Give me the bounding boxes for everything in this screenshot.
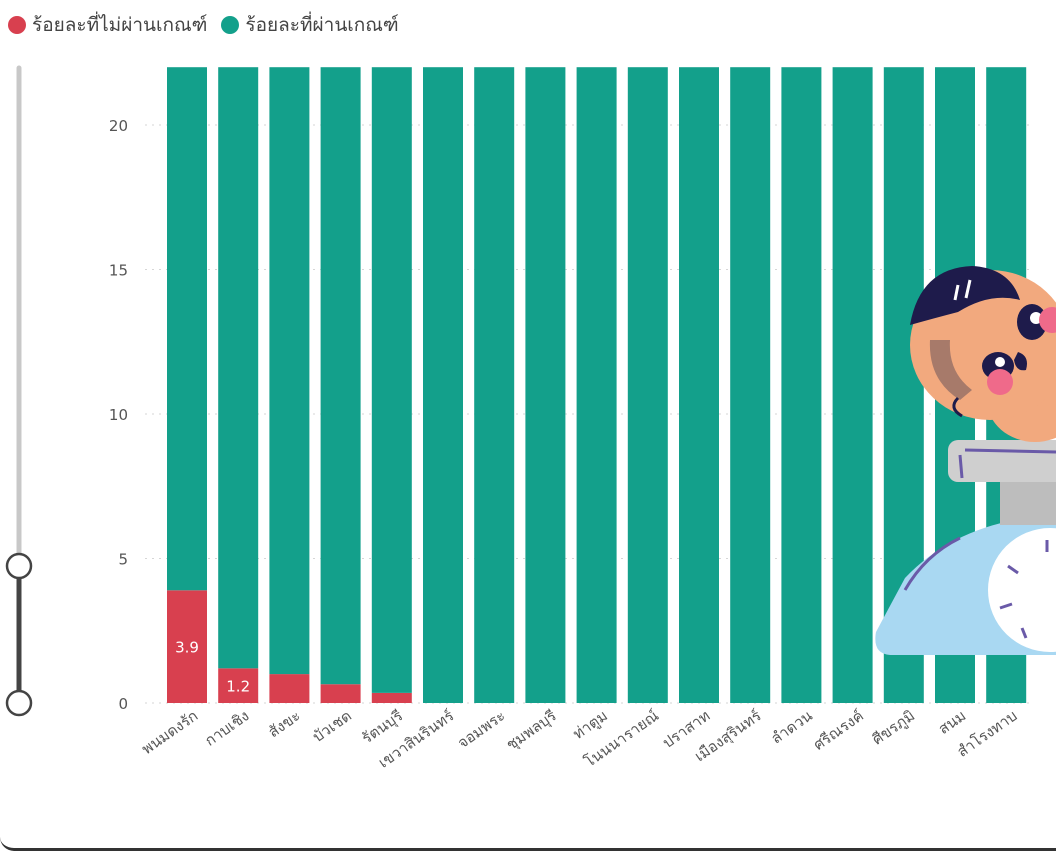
x-tick-label: พนมดงรัก (138, 707, 201, 759)
bar-segment-fail[interactable] (218, 668, 259, 703)
x-tick-label: กาบเชิง (201, 707, 252, 750)
bar-segment-pass[interactable] (320, 67, 361, 685)
bar-segment-fail[interactable] (371, 692, 412, 703)
x-axis-labels: พนมดงรัก กาบเชิง สังขะ บัวเชด รัตนบุรีเขวาสิ… (138, 706, 1020, 771)
y-tick-label: 15 (109, 262, 128, 280)
bar-segment-pass[interactable] (576, 67, 617, 703)
slider-handle-high[interactable] (5, 552, 33, 580)
bar-segment-pass[interactable] (269, 67, 310, 675)
bar-segment-pass[interactable] (627, 67, 668, 703)
bar-segment-fail[interactable] (320, 684, 361, 703)
x-tick-label: ท่าตูม (569, 707, 610, 744)
x-tick-label: ศีขรภูมิ (869, 707, 918, 749)
x-tick-label: สังขะ (265, 707, 304, 742)
bar-segment-pass[interactable] (371, 67, 412, 693)
slider-handle-low[interactable] (5, 689, 33, 717)
legend-dot-pass (221, 16, 240, 34)
x-tick-label: สนม (935, 707, 969, 739)
bar-segment-pass[interactable] (525, 67, 566, 703)
y-axis-ticks: 0 5 10 15 20 (109, 117, 128, 713)
bar-segment-pass[interactable] (423, 67, 463, 703)
data-labels: 3.9 1.2 (175, 639, 250, 696)
x-tick-label: ลำดวน (768, 707, 816, 748)
y-tick-label: 0 (118, 695, 128, 713)
bar-segment-pass[interactable] (474, 67, 515, 703)
bar-segment-pass[interactable] (730, 67, 771, 703)
bar-segment-fail[interactable] (269, 674, 310, 703)
legend-label-pass: ร้อยละที่ผ่านเกณฑ์ (245, 14, 399, 36)
data-label: 1.2 (226, 678, 250, 696)
data-label: 3.9 (175, 639, 199, 657)
range-slider[interactable] (5, 65, 33, 717)
bar-segment-pass[interactable] (781, 67, 822, 703)
x-tick-label: ศรีณรงค์ (810, 707, 867, 754)
x-tick-label: ชุมพลบุรี (503, 707, 560, 755)
bar-segment-pass[interactable] (679, 67, 719, 703)
y-tick-label: 5 (118, 551, 128, 569)
legend: ร้อยละที่ไม่ผ่านเกณฑ์ ร้อยละที่ผ่านเกณฑ์ (8, 9, 399, 41)
baby-on-scale-illustration (875, 266, 1056, 655)
legend-label-fail: ร้อยละที่ไม่ผ่านเกณฑ์ (32, 14, 208, 36)
y-tick-label: 20 (109, 117, 128, 135)
y-tick-label: 10 (109, 406, 128, 424)
legend-dot-fail (8, 16, 26, 34)
bar-segment-pass[interactable] (832, 67, 873, 703)
bar-segment-fail[interactable] (167, 590, 207, 703)
x-tick-label: บัวเชด (309, 707, 355, 746)
x-tick-label: จอมพระ (454, 707, 508, 753)
legend-item-pass[interactable]: ร้อยละที่ผ่านเกณฑ์ (221, 10, 399, 40)
bar-segment-pass[interactable] (218, 67, 259, 669)
legend-item-fail[interactable]: ร้อยละที่ไม่ผ่านเกณฑ์ (8, 10, 207, 40)
bar-segment-pass[interactable] (167, 67, 207, 591)
